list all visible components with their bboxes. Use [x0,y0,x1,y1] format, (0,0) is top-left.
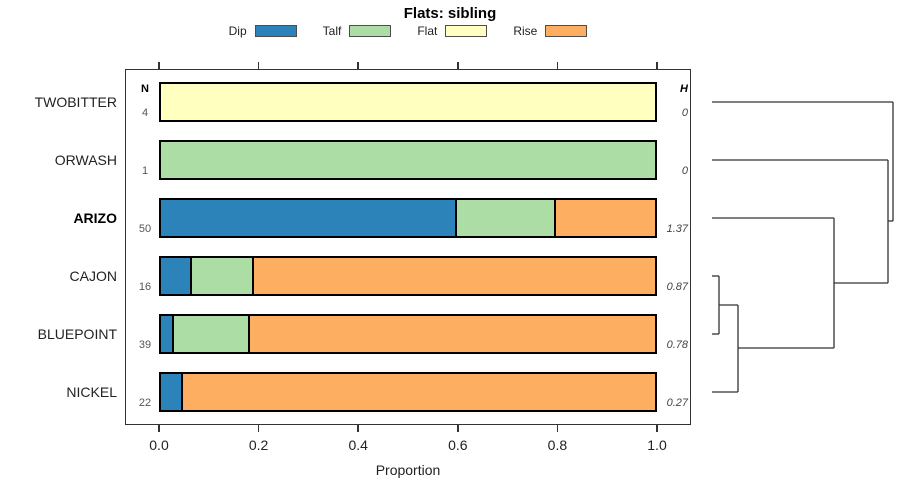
x-tick-label: 0.4 [348,437,368,453]
bottom-tick [656,425,658,432]
h-value: 0.27 [666,397,688,409]
n-value: 4 [141,107,149,119]
bottom-tick [158,425,160,432]
category-label-cajon: CAJON [69,268,117,284]
bar-segment-dip [161,316,174,352]
bar-segment-talf [191,258,254,294]
bar-segment-rise [183,374,655,410]
bar-segment-talf [173,316,250,352]
n-value: 16 [138,281,152,293]
category-label-arizo: ARIZO [73,210,117,226]
legend-swatch-dip [254,25,297,37]
h-value: 0 [681,107,688,119]
h-column-header: H [680,83,688,95]
category-label-bluepoint: BLUEPOINT [37,326,117,342]
top-tick [257,62,260,69]
category-label-twobitter: TWOBITTER [34,94,117,110]
legend-label: Rise [513,24,538,38]
x-tick-label: 0.8 [547,437,568,453]
stacked-bar-twobitter [159,82,657,122]
stacked-bar-cajon [159,256,657,296]
x-tick-label: 0.6 [448,437,468,453]
top-tick [556,62,559,69]
h-value: 1.37 [666,223,688,235]
x-tick-label: 1.0 [647,437,667,453]
legend-label: Dip [228,24,247,38]
n-value: 50 [138,223,152,235]
stacked-bar-nickel [159,372,657,412]
n-value: 1 [141,165,149,177]
legend-item-flat: Flat [417,24,488,38]
bar-segment-talf [457,200,557,236]
bar-segment-dip [161,374,184,410]
bar-segment-dip [161,258,192,294]
h-value: 0 [681,165,688,177]
bottom-tick [556,425,559,432]
x-axis-label: Proportion [375,462,441,478]
chart-title: Flats: sibling [403,5,497,22]
legend-item-rise: Rise [513,24,588,38]
bottom-tick [357,425,359,432]
bottom-tick [257,425,260,432]
category-label-orwash: ORWASH [54,152,117,168]
legend-item-dip: Dip [229,24,297,38]
legend: Dip Talf Flat Rise [125,23,691,39]
top-tick [656,62,658,69]
h-value: 0.87 [666,281,688,293]
legend-swatch-talf [349,25,392,37]
category-label-nickel: NICKEL [66,384,117,400]
stacked-bar-orwash [159,140,657,180]
legend-label: Talf [322,24,342,38]
legend-swatch-flat [445,25,488,37]
legend-label: Flat [417,24,438,38]
bottom-tick [457,425,459,432]
x-tick-label: 0.2 [248,437,269,453]
bar-segment-dip [161,200,458,236]
top-tick [158,62,160,69]
n-column-header: N [141,83,149,95]
bar-segment-rise [253,258,655,294]
bar-segment-flat [161,84,655,120]
legend-swatch-rise [545,25,588,37]
top-tick [357,62,359,69]
bar-segment-rise [556,200,655,236]
h-value: 0.78 [666,339,688,351]
x-tick-label: 0.0 [149,437,169,453]
top-tick [457,62,459,69]
bar-segment-rise [249,316,655,352]
stacked-bar-bluepoint [159,314,657,354]
plot-area [125,69,691,425]
legend-item-talf: Talf [323,24,392,38]
n-value: 39 [138,339,152,351]
n-value: 22 [138,397,152,409]
bar-segment-talf [161,142,655,178]
stacked-bar-arizo [159,198,657,238]
